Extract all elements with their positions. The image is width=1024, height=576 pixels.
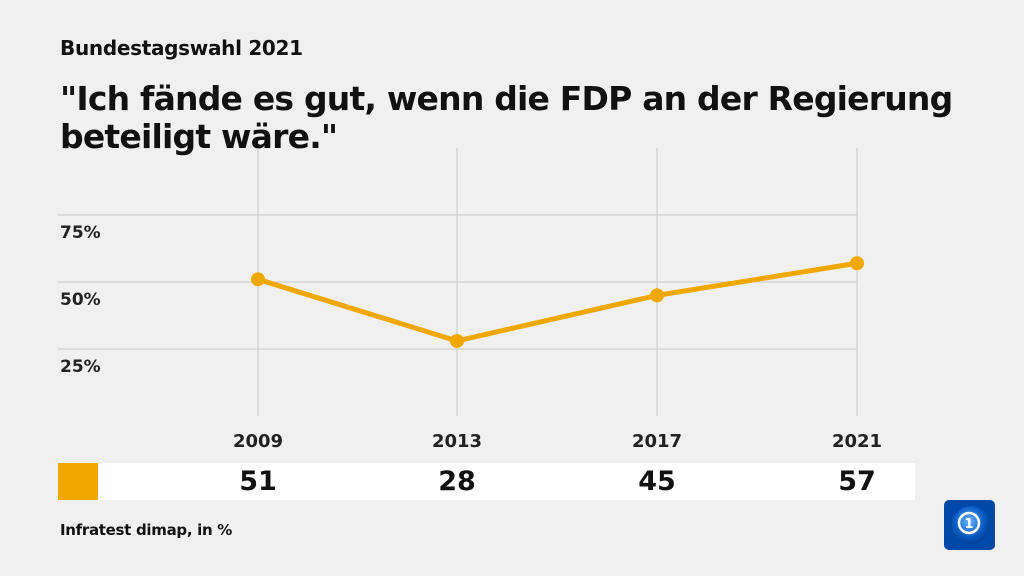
y-tick-label: 50% bbox=[60, 290, 101, 310]
value-row: 51 28 45 57 bbox=[58, 463, 915, 500]
source-note: Infratest dimap, in % bbox=[60, 521, 233, 539]
series-line bbox=[257, 260, 858, 344]
value-label: 57 bbox=[838, 466, 876, 497]
value-label: 45 bbox=[638, 466, 676, 497]
svg-text:1: 1 bbox=[964, 517, 973, 532]
data-point bbox=[450, 333, 464, 348]
value-label: 51 bbox=[239, 466, 277, 497]
value-label: 28 bbox=[438, 466, 476, 497]
chart-title: "Ich fände es gut, wenn die FDP an der R… bbox=[60, 79, 953, 156]
data-point bbox=[850, 256, 864, 271]
y-tick-label: 75% bbox=[60, 223, 101, 243]
data-point bbox=[650, 288, 664, 303]
y-tick-label: 25% bbox=[60, 357, 101, 377]
x-tick-label: 2013 bbox=[432, 431, 482, 452]
series-color-swatch bbox=[58, 463, 98, 500]
chart-subtitle: Bundestagswahl 2021 bbox=[60, 36, 303, 60]
tagesschau-logo-icon: 1 bbox=[944, 500, 995, 550]
x-tick-label: 2021 bbox=[832, 431, 882, 452]
x-tick-label: 2009 bbox=[233, 431, 283, 452]
x-tick-label: 2017 bbox=[632, 431, 682, 452]
data-point bbox=[251, 272, 265, 287]
